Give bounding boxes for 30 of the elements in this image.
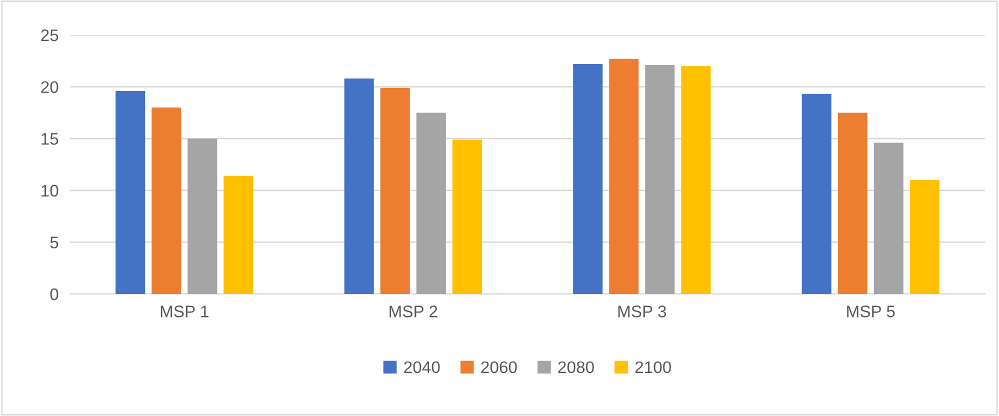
bar xyxy=(224,176,254,294)
legend-label: 2100 xyxy=(635,361,671,374)
bar xyxy=(152,108,182,294)
bar xyxy=(188,138,218,294)
bar xyxy=(838,112,868,294)
bar xyxy=(645,65,675,294)
bar xyxy=(416,112,446,294)
legend-label: 2080 xyxy=(558,361,594,374)
y-tick-label: 5 xyxy=(50,236,58,248)
y-tick-label: 0 xyxy=(50,288,58,300)
y-tick-label: 10 xyxy=(42,184,58,197)
y-tick-label: 25 xyxy=(41,29,58,42)
y-tick-label: 15 xyxy=(42,133,58,145)
bar xyxy=(910,180,940,294)
x-tick-label: MSP 1 xyxy=(160,306,208,318)
bar xyxy=(380,88,410,294)
legend-label: 2040 xyxy=(404,361,440,374)
y-tick-label: 20 xyxy=(41,81,58,94)
x-tick-label: MSP 5 xyxy=(847,306,895,318)
bar xyxy=(802,94,832,294)
bar xyxy=(681,66,711,294)
bar xyxy=(452,140,482,294)
bar xyxy=(609,58,639,294)
x-tick-label: MSP 2 xyxy=(390,306,438,318)
legend-label: 2060 xyxy=(481,361,517,374)
bar xyxy=(344,78,374,294)
bar xyxy=(116,90,146,294)
x-tick-label: MSP 3 xyxy=(618,306,666,318)
bar xyxy=(573,64,603,294)
bar xyxy=(874,142,904,294)
